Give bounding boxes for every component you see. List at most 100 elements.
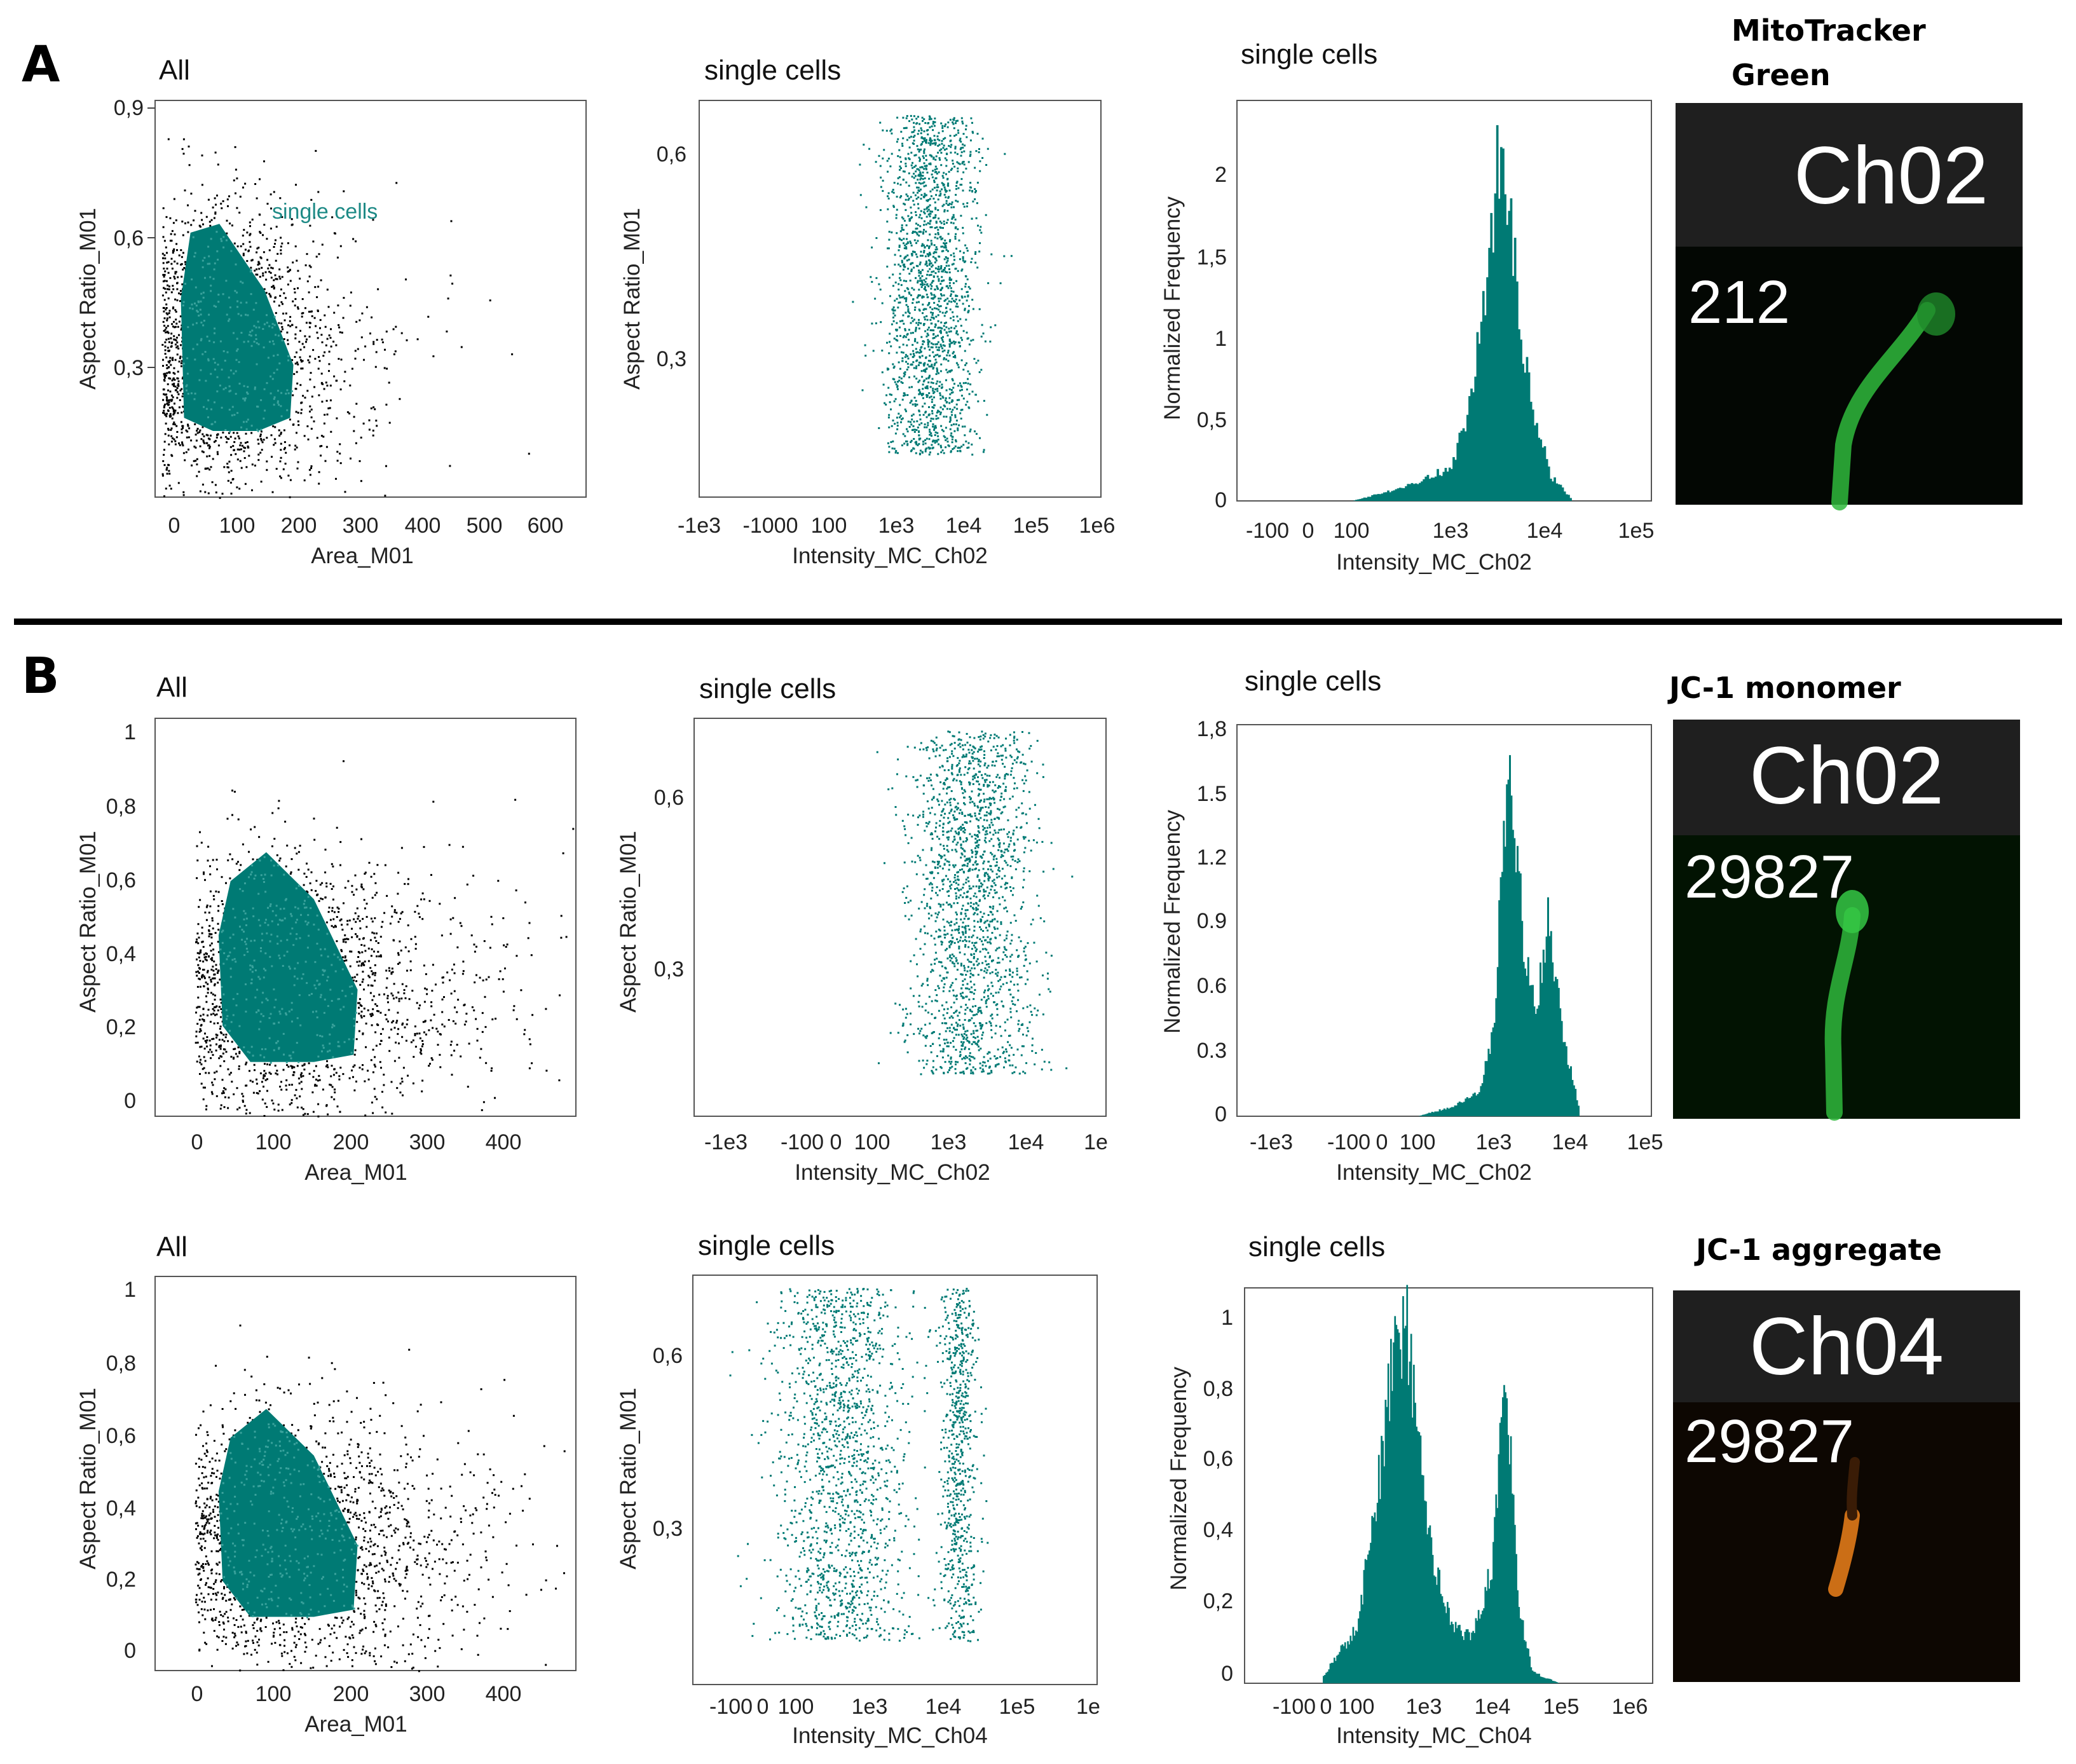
data-point (418, 1032, 421, 1035)
data-point (302, 1108, 304, 1111)
data-point (287, 359, 290, 362)
data-point (931, 444, 933, 446)
data-point (182, 425, 184, 427)
data-point (888, 352, 891, 355)
data-point (905, 304, 908, 306)
data-point (917, 240, 919, 242)
data-point (178, 406, 181, 409)
data-point (947, 121, 950, 124)
data-point (280, 392, 283, 394)
data-point (337, 998, 339, 1001)
data-point (260, 257, 263, 259)
data-point (257, 343, 260, 346)
data-point (1010, 1016, 1013, 1018)
data-point (169, 277, 172, 279)
data-point (211, 917, 214, 919)
data-point (452, 1020, 454, 1022)
data-point (910, 423, 913, 426)
data-point (897, 138, 899, 140)
data-point (892, 205, 895, 207)
data-point (264, 1079, 267, 1081)
data-point (907, 420, 910, 423)
data-point (949, 308, 952, 311)
data-point (530, 954, 533, 957)
data-point (210, 978, 212, 981)
data-point (223, 1040, 226, 1043)
data-point (430, 1057, 433, 1060)
data-point (936, 371, 938, 373)
data-point (308, 934, 310, 937)
data-point (201, 926, 203, 929)
data-point (899, 414, 902, 417)
data-point (928, 302, 931, 304)
data-point (367, 974, 370, 977)
data-point (924, 318, 926, 320)
data-point (961, 425, 964, 428)
data-point (939, 397, 942, 400)
data-point (900, 351, 903, 353)
data-point (221, 406, 223, 409)
data-point (939, 221, 941, 222)
data-point (226, 219, 228, 222)
histogram-bar (1462, 428, 1465, 501)
data-point (333, 232, 336, 235)
data-point (946, 219, 949, 221)
data-point (920, 194, 923, 196)
histogram-bar (1437, 468, 1439, 501)
data-point (177, 380, 180, 383)
data-point (397, 952, 399, 954)
data-point (473, 943, 475, 946)
data-point (267, 267, 270, 270)
data-point (938, 132, 940, 134)
data-point (222, 200, 224, 202)
data-point (290, 871, 292, 873)
data-point (162, 399, 165, 401)
data-point (903, 372, 905, 374)
data-point (939, 332, 942, 334)
data-point (222, 432, 224, 434)
histogram-bar (1536, 423, 1538, 501)
data-point (208, 221, 211, 223)
data-point (175, 318, 177, 321)
data-point (186, 389, 188, 392)
data-point (257, 453, 260, 456)
data-point (280, 236, 282, 239)
data-point (888, 451, 891, 453)
data-point (888, 277, 891, 279)
data-point (174, 359, 177, 361)
data-point (235, 359, 238, 361)
data-point (424, 987, 427, 990)
data-point (925, 199, 928, 202)
data-point (480, 1048, 482, 1050)
data-point (447, 297, 449, 300)
data-point (983, 798, 986, 801)
data-point (309, 410, 311, 413)
data-point (386, 894, 388, 897)
data-point (266, 999, 269, 1001)
data-point (277, 1073, 278, 1076)
data-point (331, 1000, 333, 1002)
data-point (207, 992, 209, 994)
data-point (172, 372, 175, 374)
data-point (196, 1060, 198, 1063)
data-point (300, 402, 303, 404)
data-point (355, 402, 358, 405)
data-point (243, 931, 245, 933)
data-point (979, 899, 981, 901)
data-point (287, 355, 290, 357)
data-point (227, 466, 229, 468)
data-point (204, 879, 206, 881)
histogram-bar (1529, 402, 1533, 501)
data-point (332, 865, 334, 868)
data-point (430, 1005, 433, 1008)
data-point (357, 964, 360, 967)
data-point (314, 1084, 317, 1087)
data-point (954, 147, 957, 150)
data-point (960, 385, 962, 387)
data-point (301, 1072, 303, 1074)
data-point (899, 255, 902, 257)
data-point (298, 341, 301, 343)
data-point (217, 891, 220, 893)
data-point (187, 204, 189, 207)
data-point (268, 1037, 271, 1039)
